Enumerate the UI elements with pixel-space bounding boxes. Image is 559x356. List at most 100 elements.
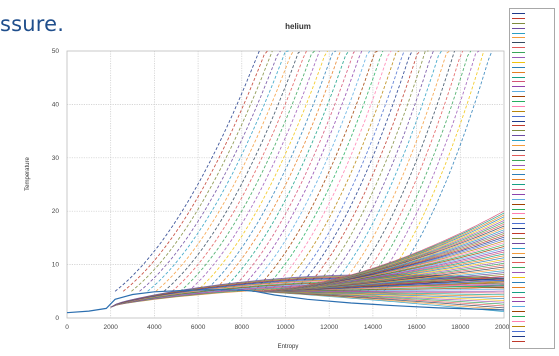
legend-entry [512,197,553,202]
x-tick-label: 14000 [364,324,382,331]
legend-swatch [512,330,525,332]
legend-swatch [512,213,525,215]
legend-entry [512,40,553,45]
legend-entry [512,246,553,251]
legend-swatch [512,130,525,132]
legend-entry [512,260,553,265]
legend-swatch [512,169,525,171]
legend-swatch [512,267,525,269]
y-tick-label: 40 [52,101,60,108]
series-line [310,50,429,292]
legend-swatch [512,154,525,156]
legend-swatch [512,286,525,288]
series-layer [110,50,505,312]
x-tick-label: 16000 [408,324,426,331]
legend-entry [512,295,553,300]
legend-entry [512,114,553,119]
legend-swatch [512,115,525,117]
legend-swatch [512,291,525,293]
series-line [147,50,289,292]
legend-swatch [512,179,525,181]
legend-entry [512,285,553,290]
legend-entry [512,182,553,187]
legend-swatch [512,321,525,323]
legend-swatch [512,135,525,137]
legend-entry [512,216,553,221]
legend-entry [512,231,553,236]
legend-entry [512,158,553,163]
legend-entry [512,280,553,285]
x-tick-label: 10000 [276,324,294,331]
legend-entry [512,21,553,26]
legend-swatch [512,184,525,186]
series-line [253,50,379,292]
legend-swatch [512,66,525,68]
legend-entry [512,55,553,60]
legend-swatch [512,242,525,244]
legend-swatch [512,262,525,264]
series-line [342,50,455,292]
legend-entry [512,94,553,99]
legend-entry [512,65,553,70]
legend-entry [512,324,553,329]
legend-swatch [512,174,525,176]
series-line [261,50,384,292]
series-line [383,50,493,292]
legend-entry [512,172,553,177]
series-line [269,50,392,292]
legend-swatch [512,86,525,88]
legend-entry [512,177,553,182]
legend-swatch [512,91,525,93]
series-line [196,50,328,292]
series-line [318,50,434,292]
legend-entry [512,60,553,65]
legend-entry [512,241,553,246]
series-line [204,50,337,292]
series-line [285,50,405,292]
legend-swatch [512,247,525,249]
saturation-layer [66,289,505,314]
legend-entry [512,290,553,295]
legend-swatch [512,301,525,303]
legend-swatch [512,164,525,166]
x-tick-label: 20000 [495,324,513,331]
legend-swatch [512,193,525,195]
legend-entry [512,148,553,153]
x-tick-label: 4000 [147,324,162,331]
y-tick-label: 50 [52,48,60,55]
series-line [179,50,315,292]
series-line [252,210,505,292]
legend-swatch [512,281,525,283]
legend-swatch [512,100,525,102]
y-tick-label: 0 [55,315,59,322]
legend-entry [512,275,553,280]
plot-frame [66,50,505,319]
legend-entry [512,319,553,324]
legend-swatch [512,149,525,151]
legend-swatch [512,311,525,313]
legend-swatch [512,144,525,146]
legend-entry [512,256,553,261]
legend-entry [512,314,553,319]
legend-entry [512,45,553,50]
legend-entry [512,104,553,109]
legend-swatch [512,325,525,327]
x-tick-label: 18000 [451,324,469,331]
plot-area [66,50,505,319]
x-axis-label: Entropy [278,344,299,350]
legend-swatch [512,159,525,161]
legend-swatch [512,208,525,210]
legend-entry [512,221,553,226]
legend-swatch [512,71,525,73]
series-line [375,50,485,292]
legend-swatch [512,17,525,19]
legend-swatch [512,56,525,58]
x-tick-label: 12000 [320,324,338,331]
series-line [114,50,260,292]
legend-swatch [512,335,525,337]
legend-swatch [512,277,525,279]
y-tick-label: 20 [52,208,60,215]
legend-entry [512,119,553,124]
legend-entry [512,329,553,334]
legend-entry [512,11,553,16]
